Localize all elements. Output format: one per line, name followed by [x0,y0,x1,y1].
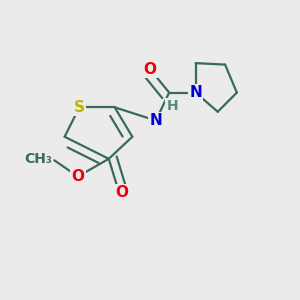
Text: N: N [149,113,162,128]
Text: CH₃: CH₃ [24,152,52,166]
Text: H: H [166,99,178,113]
Text: S: S [74,100,85,115]
Text: O: O [71,169,84,184]
Text: O: O [143,61,157,76]
Text: O: O [116,185,128,200]
Text: N: N [189,85,202,100]
